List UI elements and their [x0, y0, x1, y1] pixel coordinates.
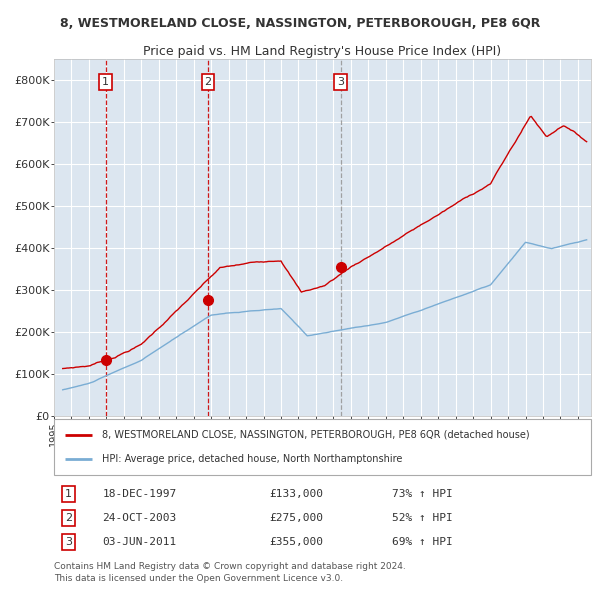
Text: £355,000: £355,000	[269, 537, 323, 546]
Text: 1: 1	[102, 77, 109, 87]
Text: £133,000: £133,000	[269, 489, 323, 499]
Text: 18-DEC-1997: 18-DEC-1997	[103, 489, 176, 499]
Text: 8, WESTMORELAND CLOSE, NASSINGTON, PETERBOROUGH, PE8 6QR: 8, WESTMORELAND CLOSE, NASSINGTON, PETER…	[60, 17, 540, 30]
Text: £275,000: £275,000	[269, 513, 323, 523]
Text: 3: 3	[337, 77, 344, 87]
Text: 69% ↑ HPI: 69% ↑ HPI	[392, 537, 453, 546]
Text: 52% ↑ HPI: 52% ↑ HPI	[392, 513, 453, 523]
Text: Contains HM Land Registry data © Crown copyright and database right 2024.
This d: Contains HM Land Registry data © Crown c…	[54, 562, 406, 583]
Text: 03-JUN-2011: 03-JUN-2011	[103, 537, 176, 546]
Text: HPI: Average price, detached house, North Northamptonshire: HPI: Average price, detached house, Nort…	[103, 454, 403, 464]
FancyBboxPatch shape	[54, 419, 591, 475]
Text: 73% ↑ HPI: 73% ↑ HPI	[392, 489, 453, 499]
Title: Price paid vs. HM Land Registry's House Price Index (HPI): Price paid vs. HM Land Registry's House …	[143, 45, 502, 58]
Text: 2: 2	[204, 77, 211, 87]
Text: 2: 2	[65, 513, 72, 523]
Text: 8, WESTMORELAND CLOSE, NASSINGTON, PETERBOROUGH, PE8 6QR (detached house): 8, WESTMORELAND CLOSE, NASSINGTON, PETER…	[103, 430, 530, 440]
Text: 24-OCT-2003: 24-OCT-2003	[103, 513, 176, 523]
Text: 3: 3	[65, 537, 72, 546]
Text: 1: 1	[65, 489, 72, 499]
